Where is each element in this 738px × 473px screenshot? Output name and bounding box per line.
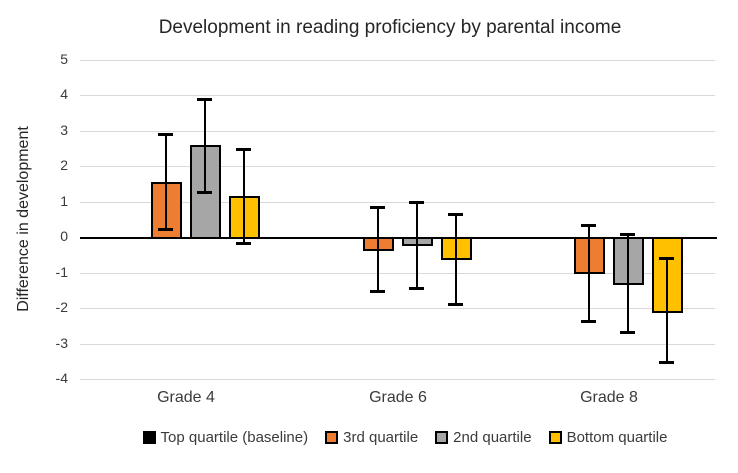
error-bar-line (243, 149, 245, 245)
zero-axis-line (80, 237, 717, 239)
y-tick-label: -4 (55, 370, 68, 386)
error-bar-line (455, 214, 457, 304)
y-tick-label: -3 (55, 335, 68, 351)
chart-title: Development in reading proficiency by pa… (158, 17, 622, 38)
legend-item: 2nd quartile (435, 429, 532, 446)
error-bar-line (377, 207, 379, 292)
y-tick-label: 1 (60, 193, 68, 209)
error-bar-cap-bottom (197, 191, 212, 194)
error-bar-cap-bottom (409, 287, 424, 290)
y-tick-label: 3 (60, 122, 68, 138)
error-bar-cap-bottom (158, 228, 173, 231)
gridline (80, 166, 715, 167)
legend-item: Top quartile (baseline) (142, 429, 309, 446)
gridline (80, 60, 715, 61)
error-bar-cap-top (620, 233, 635, 236)
error-bar-cap-bottom (448, 303, 463, 306)
legend-swatch-icon (142, 431, 156, 444)
gridline (80, 273, 715, 274)
legend: Top quartile (baseline) 3rd quartile 2nd q… (72, 429, 738, 446)
error-bar-line (627, 234, 629, 333)
error-bar-cap-top (236, 148, 251, 151)
x-axis-label: Grade 4 (157, 389, 215, 406)
error-bar-cap-top (197, 98, 212, 101)
gridline (80, 131, 715, 132)
legend-label: Top quartile (baseline) (160, 429, 309, 446)
legend-item: Bottom quartile (548, 429, 668, 446)
error-bar-cap-bottom (659, 361, 674, 364)
y-tick-label: -1 (55, 264, 68, 280)
gridline (80, 308, 715, 309)
legend-label: 2nd quartile (453, 429, 532, 446)
error-bar-cap-bottom (370, 290, 385, 293)
error-bar-line (165, 134, 167, 230)
legend-label: Bottom quartile (566, 429, 668, 446)
error-bar-cap-top (448, 213, 463, 216)
y-tick-label: 2 (60, 157, 68, 173)
legend-swatch-icon (325, 431, 339, 444)
error-bar-cap-bottom (620, 331, 635, 334)
legend-item: 3rd quartile (325, 429, 418, 446)
gridline (80, 344, 715, 345)
legend-swatch-icon (435, 431, 449, 444)
error-bar-cap-top (158, 133, 173, 136)
gridline (80, 202, 715, 203)
gridline (80, 95, 715, 96)
error-bar-line (416, 202, 418, 289)
legend-label: 3rd quartile (343, 429, 419, 446)
error-bar-line (588, 225, 590, 322)
x-axis-label: Grade 6 (369, 389, 427, 406)
error-bar-cap-top (370, 206, 385, 209)
y-tick-label: 4 (60, 86, 68, 102)
y-tick-label: 5 (60, 51, 68, 67)
gridline (80, 379, 715, 380)
x-axis-label: Grade 8 (580, 389, 638, 406)
error-bar-cap-bottom (581, 320, 596, 323)
y-tick-label: -2 (55, 299, 68, 315)
error-bar-cap-top (581, 224, 596, 227)
error-bar-cap-top (409, 201, 424, 204)
error-bar-line (204, 99, 206, 193)
error-bar-cap-bottom (236, 242, 251, 245)
error-bar-cap-top (659, 257, 674, 260)
error-bar-line (666, 258, 668, 363)
y-tick-label: 0 (60, 228, 68, 244)
legend-swatch-icon (548, 431, 562, 444)
